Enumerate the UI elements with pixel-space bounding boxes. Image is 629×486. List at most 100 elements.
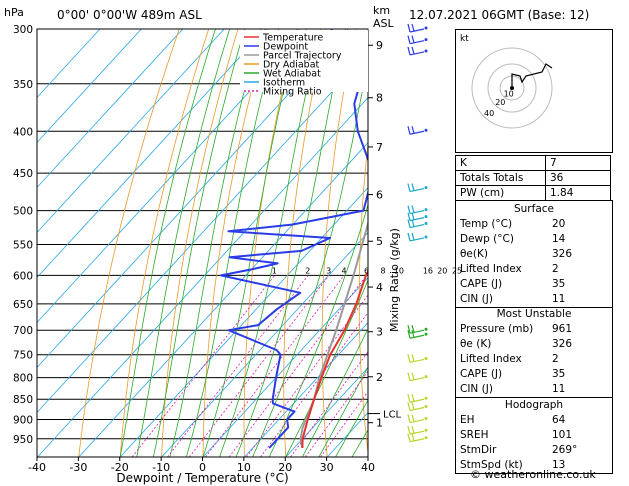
x-tick-label: 30: [320, 461, 334, 474]
pressure-tick-label: 950: [13, 434, 33, 446]
row-value: 11: [552, 383, 566, 395]
wet-adiabat-line: [302, 328, 368, 457]
wind-barb-dot: [424, 417, 428, 421]
wind-barb-dot: [424, 215, 428, 219]
legend-label: Mixing Ratio: [263, 87, 322, 98]
pressure-tick-label: 550: [13, 239, 33, 251]
mu-row: CIN (J) 11: [456, 382, 612, 397]
surface-panel: Surface Temp (°C) 20 Dewp (°C) 14 θe(K) 326…: [455, 200, 613, 308]
hodograph-ring: [487, 63, 537, 113]
wind-barb-dot: [424, 375, 428, 379]
dry-adiabat-line: [321, 29, 356, 457]
km-tick-label: 7: [376, 141, 383, 154]
wind-barb-icon: [409, 130, 425, 135]
row-label: Dewp (°C): [460, 233, 514, 245]
row-label: CIN (J): [460, 293, 493, 305]
mu-row: CAPE (J) 35: [456, 367, 612, 382]
isotherm-line: [37, 29, 142, 144]
hodograph-ring: [471, 47, 553, 129]
wind-barb-flag: [411, 219, 415, 227]
row-value: 2: [552, 353, 559, 365]
x-tick-label: 20: [278, 461, 292, 474]
wind-barb-dot: [424, 356, 428, 360]
km-label: km: [373, 4, 390, 17]
row-value: 101: [552, 429, 573, 441]
wind-barbs: [407, 23, 428, 443]
km-tick-label: 1: [376, 417, 383, 430]
wind-barb-flag: [407, 205, 411, 214]
legend-label: Isotherm: [263, 78, 305, 89]
isotherm-line: [37, 29, 308, 324]
wind-barb-icon: [409, 418, 425, 424]
wind-barb-dot: [424, 49, 428, 53]
legend-label: Temperature: [262, 33, 323, 44]
wind-barb-icon: [409, 334, 425, 339]
wet-adiabat-line: [152, 29, 246, 457]
dry-adiabat-line: [202, 29, 268, 457]
wet-adiabat-line: [318, 366, 368, 457]
wind-barb-flag: [407, 402, 411, 411]
wet-adiabat-line: [335, 399, 368, 457]
x-tick-label: 0: [199, 461, 206, 474]
wind-barb-icon: [409, 237, 425, 242]
wind-barb-dot: [424, 327, 428, 331]
wind-barb-flag: [411, 126, 415, 134]
wind-barb-flag: [407, 354, 411, 363]
wind-barb-icon: [409, 28, 425, 33]
wind-barb-flag: [407, 46, 411, 56]
pressure-tick-label: 700: [13, 325, 33, 337]
surface-row: CAPE (J) 35: [456, 277, 612, 292]
row-label: θe(K): [460, 248, 488, 260]
mixing-ratio-label: 1: [272, 266, 277, 275]
wind-barb-flag: [407, 35, 411, 44]
wet-adiabat-line: [268, 203, 368, 457]
wind-barb-icon: [409, 406, 425, 412]
dry-adiabat-line: [430, 29, 451, 457]
surface-row: θe(K) 326: [456, 247, 612, 262]
row-label: θe (K): [460, 338, 492, 350]
hodo-row: StmSpd (kt) 13: [456, 458, 612, 473]
credit-text: © weatheronline.co.uk: [470, 468, 596, 481]
most-unstable-panel: Most Unstable Pressure (mb) 961 θe (K) 326…: [455, 306, 613, 398]
wind-barb-flag: [411, 402, 415, 410]
hodograph-panel-title: Hodograph: [504, 399, 564, 411]
mixing-ratio-label: 25: [452, 266, 462, 275]
wet-adiabat-line: [169, 29, 262, 457]
row-label: Temp (°C): [460, 218, 513, 230]
isotherm-line: [37, 29, 225, 234]
hodograph-chart: kt 10 20 40: [455, 29, 613, 153]
asl-label: ASL: [373, 17, 395, 30]
index-label: K: [455, 155, 546, 171]
mixing-ratio-label: 6: [364, 266, 369, 275]
index-value: 1.84: [545, 185, 611, 201]
hodo-row: SREH 101: [456, 428, 612, 443]
km-tick-label: 9: [376, 39, 383, 52]
mixing-ratio-label: 3: [326, 266, 331, 275]
row-value: 326: [552, 248, 573, 260]
km-tick-label: 2: [376, 371, 383, 384]
dry-adiabat-line: [619, 29, 629, 457]
hodograph-storm-marker: [510, 86, 514, 90]
row-value: 64: [552, 414, 566, 426]
mixing-ratio-line: [131, 275, 275, 457]
wind-barb-dot: [424, 222, 428, 226]
wet-adiabat-line: [186, 29, 279, 457]
pressure-tick-label: 750: [13, 350, 33, 362]
wind-barb-flag: [411, 205, 415, 213]
x-tick-label: -40: [28, 461, 46, 474]
dewpoint-line: [220, 29, 368, 449]
mixing-ratio-line: [304, 370, 368, 457]
wet-adiabat-line: [219, 29, 321, 457]
x-tick-label: 10: [237, 461, 251, 474]
isotherm-line: [37, 97, 368, 457]
index-value: 7: [545, 155, 611, 171]
wind-barb-flag: [407, 126, 411, 135]
wind-barb-flag: [411, 325, 415, 333]
wind-barb-flag: [407, 433, 411, 442]
row-label: StmDir: [460, 444, 497, 456]
row-label: CAPE (J): [460, 368, 503, 380]
hodograph-kt-label: kt: [460, 34, 469, 44]
wind-barb-icon: [409, 358, 425, 364]
